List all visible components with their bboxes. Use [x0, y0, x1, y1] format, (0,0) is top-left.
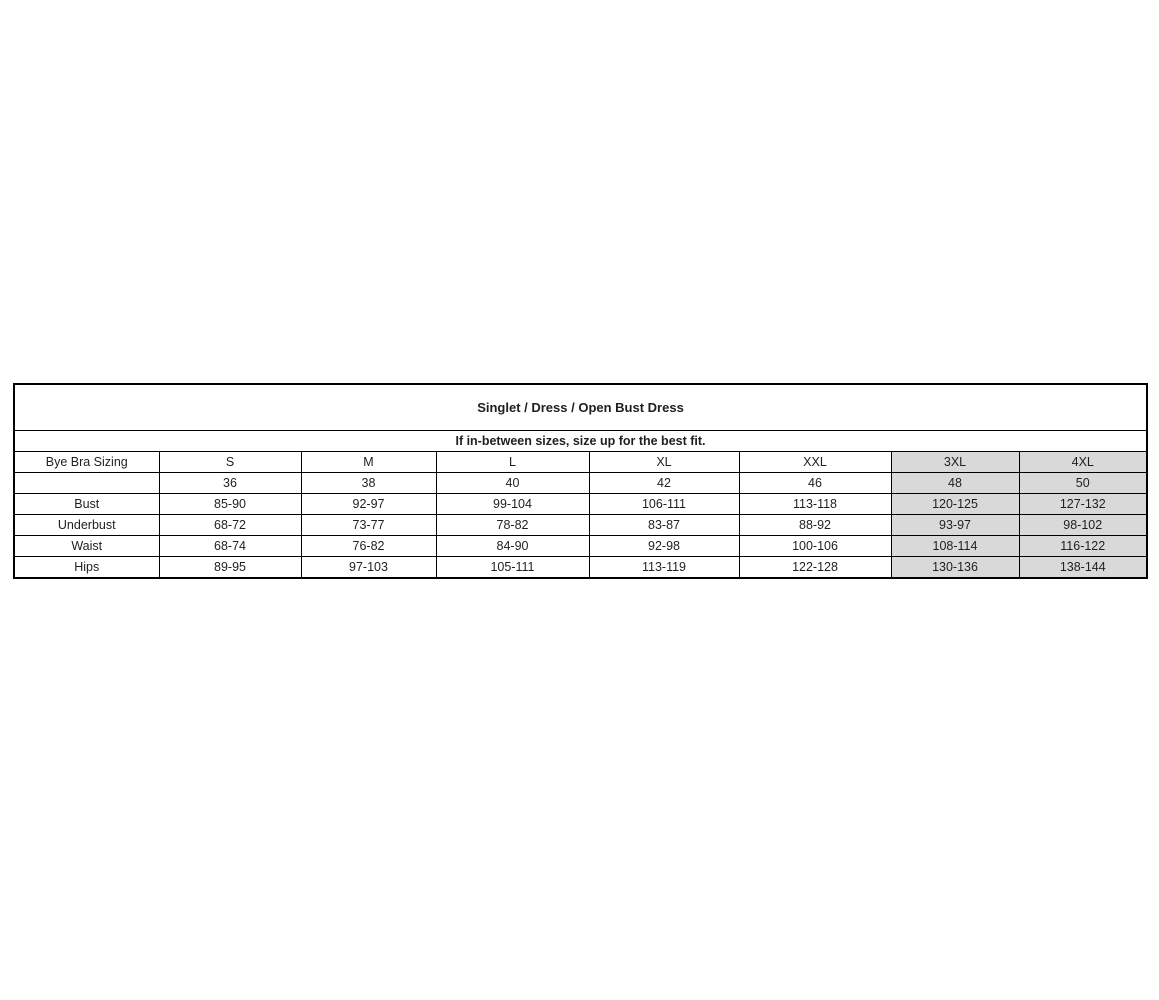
- header-size-s: S: [158, 451, 302, 473]
- bust-cell: 99-104: [435, 493, 590, 515]
- hips-cell: 105-111: [435, 556, 590, 579]
- underbust-cell: 83-87: [588, 514, 740, 536]
- row-label-empty: [13, 472, 160, 494]
- numeric-size-cell: 38: [300, 472, 437, 494]
- bust-cell: 106-111: [588, 493, 740, 515]
- table-note-row: If in-between sizes, size up for the bes…: [13, 430, 1148, 452]
- numeric-size-cell: 40: [435, 472, 590, 494]
- size-chart-table: Singlet / Dress / Open Bust Dress If in-…: [13, 383, 1148, 579]
- numeric-size-cell: 36: [158, 472, 302, 494]
- hips-cell: 130-136: [890, 556, 1020, 579]
- numeric-size-cell: 42: [588, 472, 740, 494]
- header-size-xl: XL: [588, 451, 740, 473]
- waist-cell: 100-106: [738, 535, 892, 557]
- waist-cell: 108-114: [890, 535, 1020, 557]
- bust-cell: 92-97: [300, 493, 437, 515]
- underbust-row: Underbust 68-72 73-77 78-82 83-87 88-92 …: [13, 514, 1148, 536]
- header-size-l: L: [435, 451, 590, 473]
- row-label-waist: Waist: [13, 535, 160, 557]
- row-label-underbust: Underbust: [13, 514, 160, 536]
- header-size-xxl: XXL: [738, 451, 892, 473]
- row-label-bust: Bust: [13, 493, 160, 515]
- numeric-size-cell: 46: [738, 472, 892, 494]
- header-size-4xl: 4XL: [1018, 451, 1148, 473]
- hips-cell: 97-103: [300, 556, 437, 579]
- hips-cell: 138-144: [1018, 556, 1148, 579]
- waist-row: Waist 68-74 76-82 84-90 92-98 100-106 10…: [13, 535, 1148, 557]
- numeric-size-cell: 48: [890, 472, 1020, 494]
- waist-cell: 68-74: [158, 535, 302, 557]
- waist-cell: 92-98: [588, 535, 740, 557]
- table-title-row: Singlet / Dress / Open Bust Dress: [13, 383, 1148, 431]
- waist-cell: 84-90: [435, 535, 590, 557]
- bust-cell: 85-90: [158, 493, 302, 515]
- waist-cell: 116-122: [1018, 535, 1148, 557]
- table-note: If in-between sizes, size up for the bes…: [13, 430, 1148, 452]
- numeric-size-row: 36 38 40 42 46 48 50: [13, 472, 1148, 494]
- hips-cell: 122-128: [738, 556, 892, 579]
- header-size-m: M: [300, 451, 437, 473]
- underbust-cell: 88-92: [738, 514, 892, 536]
- table-title: Singlet / Dress / Open Bust Dress: [13, 383, 1148, 431]
- row-label-hips: Hips: [13, 556, 160, 579]
- header-brand-sizing-label: Bye Bra Sizing: [13, 451, 160, 473]
- bust-cell: 113-118: [738, 493, 892, 515]
- hips-cell: 113-119: [588, 556, 740, 579]
- underbust-cell: 68-72: [158, 514, 302, 536]
- underbust-cell: 98-102: [1018, 514, 1148, 536]
- bust-cell: 127-132: [1018, 493, 1148, 515]
- hips-row: Hips 89-95 97-103 105-111 113-119 122-12…: [13, 556, 1148, 579]
- underbust-cell: 73-77: [300, 514, 437, 536]
- size-header-row: Bye Bra Sizing S M L XL XXL 3XL 4XL: [13, 451, 1148, 473]
- bust-cell: 120-125: [890, 493, 1020, 515]
- waist-cell: 76-82: [300, 535, 437, 557]
- underbust-cell: 93-97: [890, 514, 1020, 536]
- header-size-3xl: 3XL: [890, 451, 1020, 473]
- hips-cell: 89-95: [158, 556, 302, 579]
- underbust-cell: 78-82: [435, 514, 590, 536]
- numeric-size-cell: 50: [1018, 472, 1148, 494]
- bust-row: Bust 85-90 92-97 99-104 106-111 113-118 …: [13, 493, 1148, 515]
